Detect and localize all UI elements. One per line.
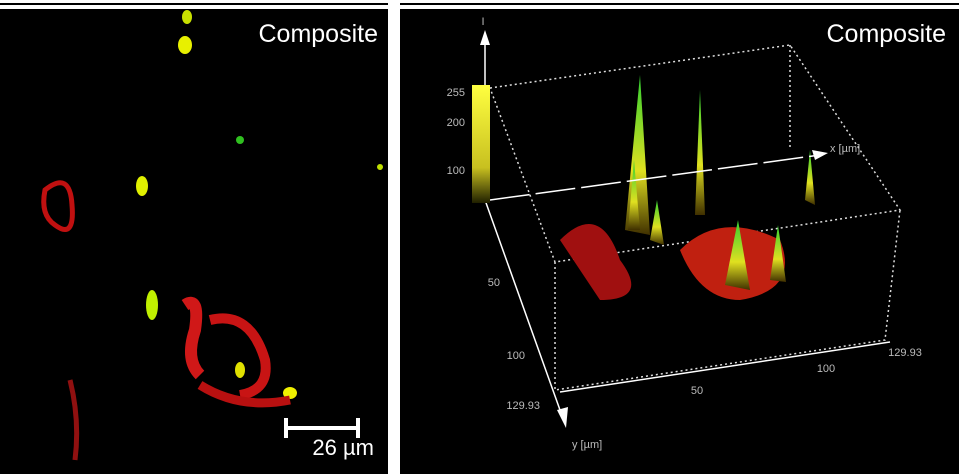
page: Composite 26 µm Composite I 255 200 100 … — [0, 0, 959, 474]
tick-label: 50 — [488, 277, 500, 289]
right-image — [400, 9, 959, 474]
tick-label: 50 — [691, 385, 703, 397]
tick-label: 100 — [817, 363, 835, 375]
panel-label: Composite — [259, 20, 379, 48]
tick-label: 129.93 — [888, 347, 922, 359]
tick-label: 100 — [507, 350, 525, 362]
scale-label: 26 µm — [312, 435, 374, 460]
axis-title: I — [481, 16, 484, 28]
tick-label: 100 — [447, 165, 465, 177]
figure: Composite 26 µm Composite I 255 200 100 … — [0, 0, 959, 474]
axis-title: y [µm] — [572, 439, 602, 451]
tick-label: 129.93 — [506, 400, 540, 412]
left-image — [0, 9, 388, 474]
tick-label: 200 — [447, 117, 465, 129]
axis-title: x [µm] — [830, 143, 860, 155]
panel-label: Composite — [827, 20, 947, 48]
tick-label: 255 — [447, 87, 465, 99]
